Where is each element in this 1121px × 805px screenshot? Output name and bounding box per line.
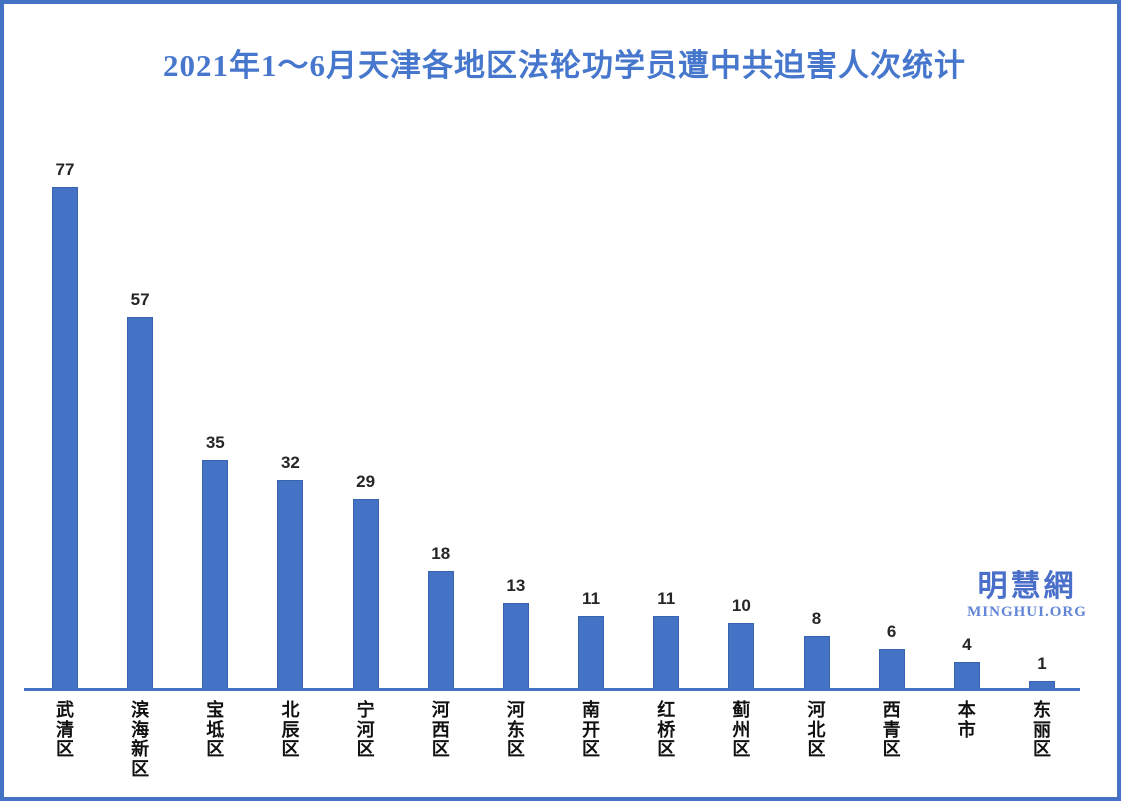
- bar-value-label: 10: [731, 596, 751, 615]
- category-label: 宁河区: [356, 700, 375, 759]
- chart-title: 2021年1～6月天津各地区法轮功学员遭中共迫害人次统计: [163, 48, 966, 83]
- bar-value-label: 13: [506, 576, 526, 595]
- bar-value-label: 1: [1037, 654, 1047, 673]
- bar: [277, 480, 304, 688]
- bar: [878, 649, 905, 688]
- bar-value-label: 35: [205, 433, 225, 452]
- bar: [127, 317, 154, 688]
- bar-value-label: 11: [657, 589, 676, 608]
- bar-value-label: 29: [356, 472, 376, 491]
- category-label: 本市: [957, 700, 976, 740]
- bar: [202, 460, 229, 688]
- bar-value-label: 32: [280, 453, 300, 472]
- category-label: 河北区: [807, 700, 826, 759]
- category-label: 宝坻区: [206, 700, 225, 759]
- bar: [1028, 681, 1055, 688]
- minghui-watermark: 明慧網 MINGHUI.ORG: [952, 570, 1102, 621]
- category-label: 武清区: [56, 700, 74, 759]
- category-label: 河东区: [506, 700, 525, 759]
- bar: [653, 616, 680, 688]
- bar: [52, 187, 78, 688]
- category-label: 北辰区: [281, 700, 300, 759]
- category-label: 蓟州区: [732, 700, 751, 759]
- bar-value-label: 11: [582, 589, 601, 608]
- category-label: 南开区: [582, 700, 601, 759]
- category-label: 滨海新区: [131, 700, 150, 779]
- bar: [578, 616, 605, 688]
- bar: [728, 623, 755, 688]
- x-axis-line: [24, 688, 1080, 691]
- bar-value-label: 8: [811, 609, 822, 628]
- bar-value-label: 4: [962, 635, 972, 654]
- category-label: 红桥区: [657, 700, 676, 759]
- bar: [502, 603, 529, 688]
- bar: [803, 636, 830, 688]
- bar-value-label: 6: [886, 622, 897, 641]
- category-label: 东丽区: [1032, 700, 1051, 759]
- bar-value-label: 77: [55, 160, 75, 179]
- category-label: 河西区: [431, 700, 450, 759]
- minghui-logo-cjk-text: 明慧網: [977, 570, 1077, 603]
- plot-area: 2021年1～6月天津各地区法轮功学员遭中共迫害人次统计 明慧網 MINGHUI…: [4, 4, 1121, 805]
- bar: [953, 662, 980, 688]
- bar: [352, 499, 379, 688]
- bar-value-label: 57: [130, 290, 150, 309]
- bar: [427, 571, 454, 688]
- category-label: 西青区: [882, 700, 901, 759]
- bar-value-label: 18: [431, 544, 451, 563]
- minghui-logo-latin-text: MINGHUI.ORG: [967, 604, 1087, 620]
